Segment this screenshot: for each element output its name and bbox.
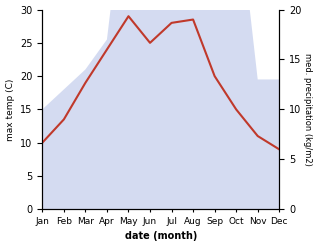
Y-axis label: med. precipitation (kg/m2): med. precipitation (kg/m2) [303, 53, 313, 166]
X-axis label: date (month): date (month) [125, 231, 197, 242]
Y-axis label: max temp (C): max temp (C) [5, 78, 15, 141]
